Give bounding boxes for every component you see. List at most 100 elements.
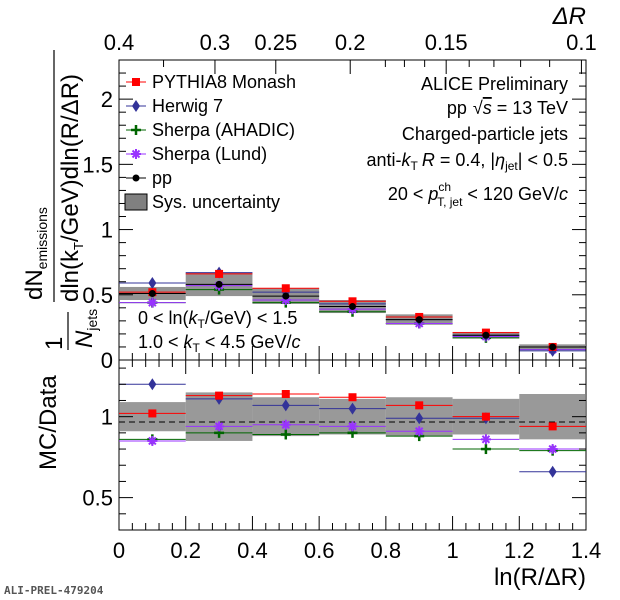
pythia8-monash-ratio-point <box>281 390 290 398</box>
pp-point <box>549 343 557 351</box>
x-tick-label: 0.2 <box>170 538 201 563</box>
top-y-tick-label: 0.5 <box>82 283 113 308</box>
y-num-sub: emissions <box>34 207 50 269</box>
sherpa-lund-ratio-point <box>347 421 358 432</box>
bottom-y-tick-label: 1 <box>101 405 113 430</box>
legend-label: Sherpa (Lund) <box>152 144 267 164</box>
top-y-axis-title: 1 Njets dNemissions dln(kT/GeV)dln(R/ΔR) <box>21 50 100 350</box>
sherpa-lund-ratio-point <box>147 435 158 446</box>
pythia8-monash-ratio-point <box>415 401 424 410</box>
legend-marker <box>132 174 140 182</box>
top-axis-tick-label: 0.2 <box>335 30 366 55</box>
sherpa-lund-ratio-point <box>547 444 558 455</box>
sherpa-lund-ratio-point <box>414 426 425 437</box>
y-num-dN: dN <box>21 269 48 300</box>
info-line-3: Charged-particle jets <box>402 124 568 144</box>
legend-marker <box>132 78 140 86</box>
herwig-7-point <box>148 277 157 290</box>
legend-label: pp <box>152 168 172 188</box>
pythia8-monash-ratio-point <box>481 412 490 421</box>
legend-marker <box>124 193 148 211</box>
svg-text:dln(kT/GeV)dln(R/ΔR): dln(kT/GeV)dln(R/ΔR) <box>57 74 86 302</box>
herwig-7-ratio-point <box>281 399 290 412</box>
x-tick-label: 0.8 <box>371 538 402 563</box>
legend-label: Herwig 7 <box>152 96 223 116</box>
herwig-7-ratio-point <box>548 465 557 478</box>
pp-point <box>349 303 356 311</box>
top-axis-tick-label: 0.4 <box>104 30 135 55</box>
footer-id: ALI-PREL-479204 <box>4 584 104 597</box>
cut-line-2: 1.0 < kT < 4.5 GeV/c <box>138 332 300 355</box>
bottom-y-tick-label: 0.5 <box>82 486 113 511</box>
x-tick-label: 0.4 <box>237 538 268 563</box>
legend-label: PYTHIA8 Monash <box>152 72 296 92</box>
bottom-y-axis-title: MC/Data <box>35 375 62 470</box>
bottom-series <box>119 378 586 478</box>
bottom-panel-y-ticks: 0.51 <box>82 367 586 531</box>
top-panel-y-ticks: 0 0.5 1 1.5 2 <box>82 59 586 373</box>
x-tick-label: 1.4 <box>571 538 602 563</box>
sherpa-ahadic-ratio-point <box>280 429 291 440</box>
legend-label: Sherpa (AHADIC) <box>152 120 295 140</box>
top-axis-tick-label: 0.3 <box>200 30 231 55</box>
svg-text:dNemissions: dNemissions <box>21 207 50 300</box>
pythia8-monash-point <box>348 297 357 306</box>
x-axis-ticks: 0 0.2 0.4 0.6 0.8 1 1.2 1.4 <box>113 346 601 563</box>
cuts-block: 0 < ln(kT/GeV) < 1.5 1.0 < kT < 4.5 GeV/… <box>138 308 300 355</box>
bottom-panel-frame <box>118 359 587 531</box>
pythia8-monash-point <box>215 269 224 278</box>
info-line-1: ALICE Preliminary <box>421 74 568 94</box>
top-y-tick-label: 1.5 <box>82 152 113 177</box>
top-axis-tick-label: 0.15 <box>425 30 468 55</box>
legend-label: Sys. uncertainty <box>152 192 280 212</box>
top-y-tick-label: 1 <box>101 218 113 243</box>
sherpa-lund-point <box>147 297 158 308</box>
top-y-tick-label: 2 <box>101 87 113 112</box>
pp-point <box>415 316 423 324</box>
legend-marker <box>131 125 141 135</box>
legend-marker <box>131 149 141 159</box>
top-series <box>119 266 586 357</box>
info-line-5: 20 < pch T, jet < 120 GeV/c <box>388 180 568 209</box>
pythia8-monash-ratio-point <box>148 409 157 418</box>
x-tick-label: 1 <box>446 538 458 563</box>
top-axis-ticks: 0.4 0.3 0.25 0.2 0.15 0.1 <box>104 30 597 74</box>
y-den-1: dln(k <box>57 249 84 302</box>
y-den-2: /GeV)dln(R/ΔR) <box>57 74 84 242</box>
herwig-7-ratio-point <box>415 412 424 425</box>
sherpa-lund-ratio-point <box>280 419 291 430</box>
cut-line-1: 0 < ln(kT/GeV) < 1.5 <box>138 308 297 331</box>
sherpa-lund-ratio-point <box>214 421 225 432</box>
legend: PYTHIA8 Monash Herwig 7 Sherpa (AHADIC) She… <box>124 72 296 212</box>
pp-point <box>148 289 156 297</box>
svg-text:1: 1 <box>41 337 68 350</box>
y-pre-jets: jets <box>84 309 100 332</box>
pythia8-monash-point <box>281 284 290 293</box>
y-pre-one: 1 <box>41 337 68 350</box>
info-block: ALICE Preliminary pp √s = 13 TeV Charged-… <box>367 74 568 209</box>
pp-point <box>215 280 223 288</box>
herwig-7-ratio-point <box>148 378 157 391</box>
legend-marker <box>132 100 140 112</box>
sherpa-ahadic-ratio-point <box>480 444 491 455</box>
x-axis-title-text: ln(R/ΔR) <box>494 564 586 591</box>
x-tick-label: 0 <box>113 538 125 563</box>
info-line-2: pp √s = 13 TeV <box>447 98 568 118</box>
info-line-4: anti-kT R = 0.4, |ηjet| < 0.5 <box>367 150 568 173</box>
y-pre-N: N <box>71 330 98 348</box>
pp-point <box>282 292 290 300</box>
svg-text:Njets: Njets <box>71 309 100 348</box>
top-axis-title: ΔR <box>552 3 586 30</box>
y-den-sub: T <box>71 242 86 250</box>
top-axis-tick-label: 0.1 <box>566 30 597 55</box>
top-axis-tick-label: 0.25 <box>254 30 297 55</box>
pythia8-monash-ratio-point <box>548 422 557 431</box>
pythia8-monash-ratio-point <box>215 391 224 400</box>
x-axis-title: ln(R/ΔR) <box>494 564 586 591</box>
x-tick-label: 1.2 <box>504 538 535 563</box>
top-y-tick-label: 0 <box>101 348 113 373</box>
x-tick-label: 0.6 <box>304 538 335 563</box>
pp-point <box>482 331 490 339</box>
pythia8-monash-ratio-point <box>348 393 357 402</box>
